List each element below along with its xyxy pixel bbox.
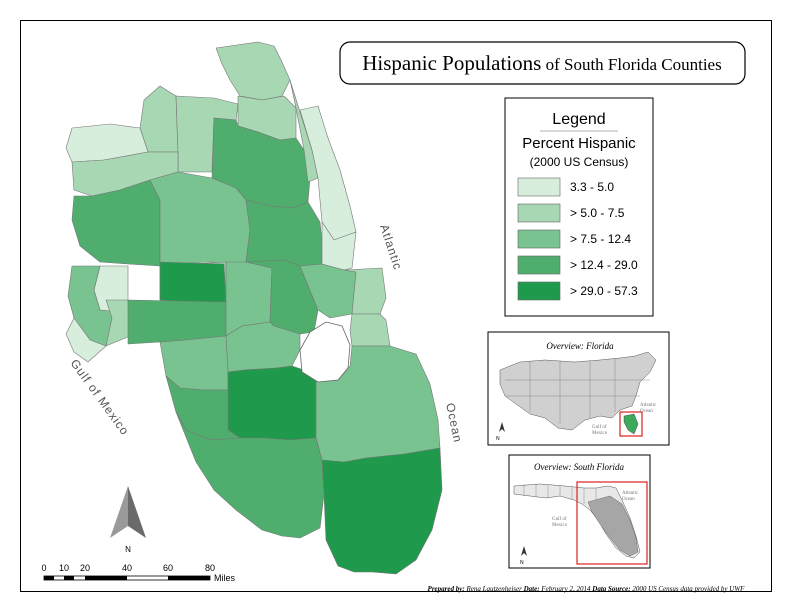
- scale-tick-label: 10: [59, 563, 69, 573]
- scale-bar: [43, 575, 211, 581]
- legend-heading: Legend: [552, 111, 605, 128]
- county-C7: [289, 79, 319, 183]
- credits-source-label: Data Source:: [591, 585, 631, 593]
- county-C1: [215, 41, 291, 101]
- lake-okeechobee: [299, 321, 351, 383]
- credits-prepared-label: Prepared by:: [428, 585, 465, 593]
- north-arrow-icon: [110, 486, 146, 538]
- county-C12: [245, 199, 323, 267]
- overview-florida-north-icon: [499, 422, 505, 432]
- overview-south-florida-north-icon: [521, 546, 527, 556]
- svg-text:Atlantic: Atlantic: [640, 403, 657, 408]
- south-florida-highlight: [587, 495, 639, 557]
- florida-highlight: [623, 413, 639, 435]
- county-C19: [159, 261, 227, 303]
- overview-florida-title: Overview: Florida: [546, 341, 614, 351]
- title-main: Hispanic Populations: [362, 51, 541, 75]
- county-C22: [245, 259, 319, 335]
- county-C27: [349, 313, 391, 347]
- legend-label: > 29.0 - 57.3: [570, 284, 638, 298]
- county-map: [65, 41, 443, 575]
- scale-ticks: 0 10 20 40 60 80: [41, 563, 215, 573]
- legend-source: (2000 US Census): [530, 155, 629, 169]
- scale-tick-label: 40: [122, 563, 132, 573]
- legend-label: 3.3 - 5.0: [570, 180, 614, 194]
- county-C28: [227, 365, 317, 441]
- overview-south-florida-title: Overview: South Florida: [534, 462, 624, 472]
- water-label-gulf: Gulf of Mexico: [68, 357, 133, 439]
- credits: Prepared by: Rena Lautzenheiser Date: Fe…: [428, 585, 746, 593]
- scale-tick-label: 60: [163, 563, 173, 573]
- scale-tick-label: 20: [80, 563, 90, 573]
- water-label-ocean: Ocean: [443, 402, 465, 444]
- overview-south-florida-north: N: [520, 560, 524, 566]
- legend-swatch: [517, 177, 561, 197]
- svg-text:Ocean: Ocean: [622, 497, 635, 502]
- svg-text:Mexico: Mexico: [552, 523, 568, 528]
- credits-date-label: Date:: [522, 585, 540, 593]
- credits-source-value: 2000 US Census data provided by UWF: [631, 585, 746, 593]
- florida-highlight-frame: [619, 411, 643, 437]
- county-C2: [139, 85, 179, 153]
- legend-label: > 12.4 - 29.0: [570, 258, 638, 272]
- overview-florida-north: N: [496, 436, 500, 442]
- scale-unit: Miles: [214, 573, 236, 583]
- svg-text:Mexico: Mexico: [592, 431, 608, 436]
- legend-swatch: [517, 255, 561, 275]
- south-florida-highlight-frame: [576, 481, 648, 565]
- legend-label: > 7.5 - 12.4: [570, 232, 631, 246]
- map-title: Hispanic Populations of South Florida Co…: [362, 51, 721, 75]
- county-C18: [105, 299, 131, 347]
- credits-prepared-value: Rena Lautzenheiser: [465, 585, 522, 593]
- scale-tick-label: 0: [41, 563, 46, 573]
- svg-text:Ocean: Ocean: [640, 409, 653, 414]
- county-C32: [321, 447, 443, 575]
- svg-text:Gulf of: Gulf of: [552, 517, 567, 522]
- legend-swatch: [517, 203, 561, 223]
- legend-swatch: [517, 229, 561, 249]
- credits-date-value: February 2, 2014: [540, 585, 591, 593]
- water-label-atlantic: Atlantic: [377, 223, 405, 272]
- legend-subtitle: Percent Hispanic: [522, 135, 636, 152]
- title-tail: of South Florida Counties: [541, 55, 721, 74]
- scale-tick-label: 80: [205, 563, 215, 573]
- map-frame: [20, 20, 772, 592]
- county-C17: [65, 317, 107, 363]
- legend-swatch: [517, 281, 561, 301]
- north-arrow-label: N: [125, 545, 131, 554]
- legend-items: 3.3 - 5.0 > 5.0 - 7.5 > 7.5 - 12.4 > 12.4 -…: [517, 177, 638, 301]
- svg-text:Atlantic: Atlantic: [622, 491, 639, 496]
- legend-label: > 5.0 - 7.5: [570, 206, 625, 220]
- title-box: [339, 41, 746, 85]
- svg-text:Gulf of: Gulf of: [592, 425, 607, 430]
- us-map-silhouette: [499, 351, 657, 431]
